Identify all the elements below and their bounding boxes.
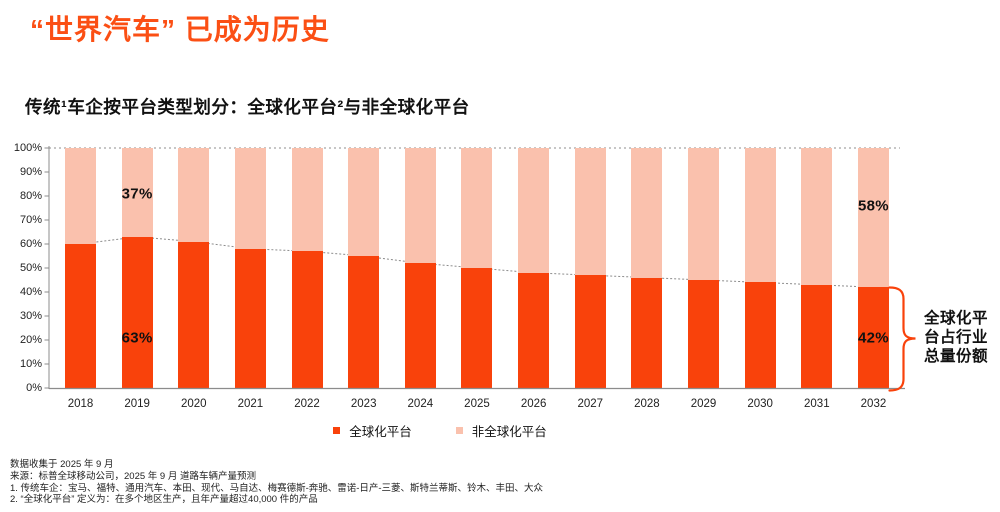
x-tick-label-2022: 2022 [294,398,320,410]
bar-segment-global-2024 [404,263,436,388]
x-tick-label-2019: 2019 [124,398,150,410]
bar-segment-global-2019 [121,236,153,388]
callout-line: 总量份额 [924,348,989,365]
chart-legend: 全球化平台 非全球化平台 [0,421,880,440]
y-tick-label-60: 60% [19,238,42,250]
bar-segment-global-2031 [801,284,833,388]
y-tick-label-0: 0% [26,382,42,394]
bar-segment-global-2022 [291,251,323,388]
bar-segment-nonglobal-2019 [121,148,153,237]
x-tick-label-2021: 2021 [237,398,264,410]
bar-segment-global-2030 [744,282,776,388]
bar-segment-nonglobal-2031 [801,148,833,285]
bar-segment-global-2025 [461,268,493,388]
x-tick-label-2028: 2028 [634,398,660,410]
legend-label: 非全球化平台 [471,425,547,439]
legend-swatch [333,427,341,434]
callout-line: 全球化平 [924,310,989,327]
bar-segment-global-2028 [631,277,663,388]
bar-segment-global-2018 [65,244,96,388]
bar-segment-nonglobal-2021 [234,148,266,249]
chart-title: 传统¹车企按平台类型划分：全球化平台²与非全球化平台 [25,97,470,117]
footnotes: 数据收集于 2025 年 9 月来源：标普全球移动公司，2025 年 9 月 道… [10,459,543,506]
legend-item: 全球化平台 [333,421,412,440]
bar-segment-nonglobal-2026 [518,148,550,273]
bar-segment-nonglobal-2020 [178,148,210,242]
bar-segment-nonglobal-2024 [404,148,436,264]
bar-segment-global-2023 [348,256,380,388]
bar-segment-global-2021 [234,248,266,388]
bar-segment-nonglobal-2032 [857,148,889,288]
bar-segment-nonglobal-2028 [631,148,663,278]
y-tick-label-10: 10% [19,358,42,370]
value-label-2032-42pct: 42% [857,329,889,347]
x-tick-label-2018: 2018 [67,398,94,410]
footnote-line: 1. 传统车企：宝马、福特、通用汽车、本田、现代、马自达、梅赛德斯-奔驰、雷诺-… [10,482,544,494]
bar-segment-nonglobal-2027 [574,148,606,276]
x-tick-label-2025: 2025 [464,398,490,410]
bar-segment-nonglobal-2022 [291,148,323,252]
x-tick-label-2020: 2020 [180,398,207,410]
bar-segment-nonglobal-2030 [744,148,776,283]
footnote-line: 来源：标普全球移动公司，2025 年 9 月 道路车辆产量预测 [10,470,256,482]
callout-label: 全球化平 台占行业 总量份额 [924,309,988,366]
x-tick-label-2023: 2023 [350,398,377,410]
callout-brace [888,286,916,392]
y-tick-label-50: 50% [19,262,42,274]
x-tick-label-2027: 2027 [577,398,604,410]
bar-segment-nonglobal-2023 [348,148,380,256]
bar-segment-nonglobal-2029 [688,148,720,280]
x-tick-label-2024: 2024 [407,398,434,410]
value-label-2032-58pct: 58% [857,197,889,215]
legend-item: 非全球化平台 [455,421,547,440]
y-tick-label-90: 90% [19,166,42,178]
value-label-2019-37pct: 37% [121,185,153,203]
y-tick-label-20: 20% [19,334,42,346]
bar-segment-global-2029 [688,280,720,388]
bar-segment-global-2026 [518,272,550,388]
x-tick-label-2032: 2032 [860,398,887,410]
bar-segment-nonglobal-2018 [65,148,96,244]
bar-segment-global-2020 [178,241,210,388]
value-label-2019-63pct: 63% [121,329,153,347]
x-tick-label-2030: 2030 [747,398,773,410]
x-tick-label-2026: 2026 [520,398,547,410]
page-title: “世界汽车” 已成为历史 [30,14,330,45]
callout-line: 台占行业 [924,329,989,346]
y-tick-label-80: 80% [19,190,42,202]
y-tick-label-70: 70% [19,214,42,226]
legend-swatch [455,427,463,434]
bar-segment-nonglobal-2025 [461,148,493,268]
y-tick-label-40: 40% [19,286,42,298]
x-tick-label-2029: 2029 [690,398,717,410]
footnote-line: 2. “全球化平台” 定义为：在多个地区生产，且年产量超过40,000 件的产品 [10,494,318,506]
x-tick-label-2031: 2031 [804,398,830,410]
y-tick-label-30: 30% [19,310,42,322]
bar-segment-global-2032 [857,287,889,388]
y-tick-label-100: 100% [13,142,42,154]
legend-label: 全球化平台 [349,425,412,439]
footnote-line: 数据收集于 2025 年 9 月 [10,459,114,470]
bar-segment-global-2027 [574,275,606,388]
